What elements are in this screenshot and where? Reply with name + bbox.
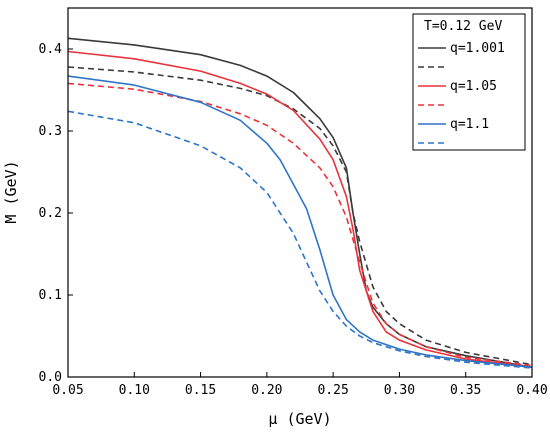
series-line-2 — [68, 50, 532, 368]
legend: T=0.12 GeV q=1.001 q=1.05 q=1.1 — [412, 13, 526, 151]
x-tick-label: 0.20 — [251, 383, 282, 398]
y-tick-label: 0.4 — [39, 42, 63, 57]
y-tick-label: 0.1 — [39, 288, 62, 303]
series-layer — [68, 37, 532, 369]
x-axis-label: μ (GeV) — [268, 410, 331, 428]
legend-label-2: q=1.05 — [450, 79, 497, 94]
legend-label-4: q=1.1 — [450, 117, 489, 132]
ticks-layer: 0.05 0.10 0.15 0.20 0.25 0.30 0.35 0.40 0.0 0.1 0.… — [39, 42, 548, 398]
y-tick-label: 0.0 — [39, 370, 62, 385]
x-tick-label: 0.40 — [516, 383, 547, 398]
x-tick-label: 0.05 — [52, 383, 83, 398]
legend-title: T=0.12 GeV — [424, 19, 502, 34]
series-line-1 — [68, 66, 532, 366]
legend-box — [412, 13, 526, 151]
series-line-5 — [68, 110, 532, 369]
x-tick-label: 0.25 — [317, 383, 348, 398]
y-axis-label: M (GeV) — [2, 160, 20, 223]
x-tick-label: 0.30 — [384, 383, 415, 398]
legend-label-0: q=1.001 — [450, 41, 505, 56]
x-tick-label: 0.15 — [185, 383, 216, 398]
y-tick-label: 0.3 — [39, 124, 62, 139]
x-tick-label: 0.35 — [450, 383, 481, 398]
x-tick-label: 0.10 — [119, 383, 150, 398]
y-tick-label: 0.2 — [39, 206, 62, 221]
series-line-3 — [68, 82, 532, 367]
series-line-4 — [68, 75, 532, 368]
plot-frame — [67, 7, 533, 378]
